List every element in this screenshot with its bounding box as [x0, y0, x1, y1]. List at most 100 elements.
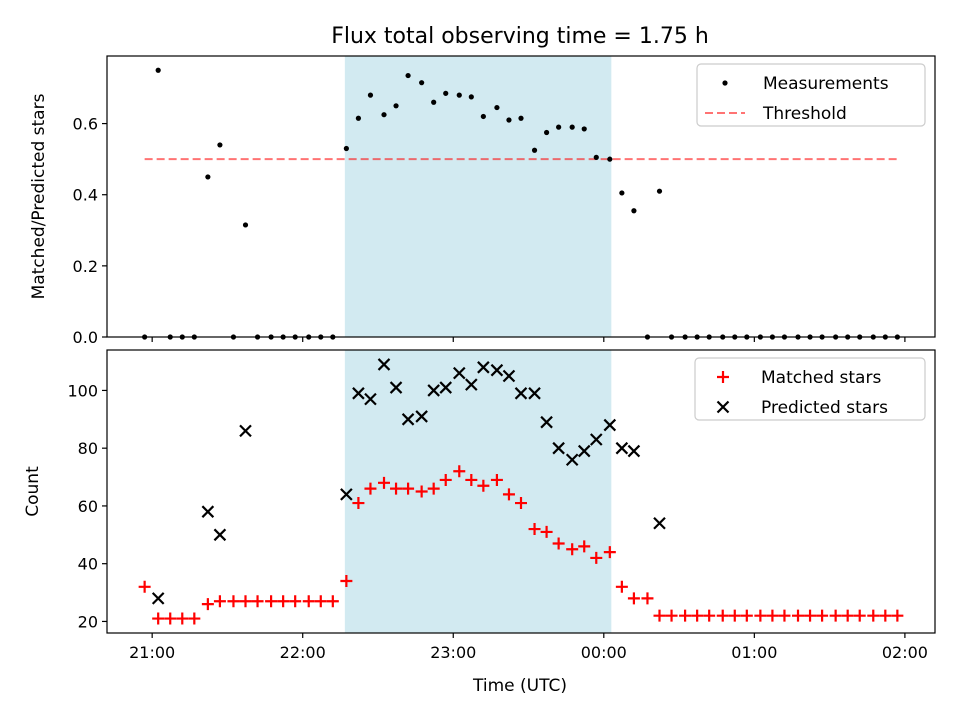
predicted-stars-point [540, 415, 553, 429]
matched-stars-point [816, 609, 829, 622]
predicted-stars-point [415, 410, 428, 423]
measurement-point [581, 126, 587, 132]
matched-stars-point [716, 609, 729, 622]
predicted-stars-point [603, 418, 617, 432]
top-y-tick-label: 0.4 [73, 186, 98, 205]
matched-stars-point [853, 609, 866, 622]
top-y-tick-label: 0.6 [73, 115, 98, 134]
top-series-measurements [142, 67, 900, 340]
legend-box [694, 357, 926, 421]
matched-stars-point [502, 488, 515, 501]
legend-box [696, 63, 926, 127]
matched-stars-point [415, 485, 428, 498]
matched-stars-point [691, 609, 704, 622]
x-tick-label: 21:00 [129, 643, 175, 662]
predicted-stars-point [389, 381, 403, 394]
predicted-stars-point [565, 453, 579, 467]
matched-stars-point [792, 609, 805, 622]
matched-stars-point [615, 580, 628, 593]
measurement-point [569, 124, 575, 130]
x-tick-label: 02:00 [882, 643, 928, 662]
matched-stars-point [251, 595, 264, 608]
measurement-point [531, 147, 538, 153]
predicted-stars-point [401, 413, 415, 426]
matched-stars-point [829, 609, 842, 622]
predicted-stars-point [615, 441, 629, 455]
matched-stars-point [867, 609, 880, 622]
matched-stars-point [879, 609, 892, 622]
x-tick-label: 22:00 [280, 643, 326, 662]
measurement-point [456, 92, 462, 98]
predicted-stars-point [352, 387, 365, 400]
matched-stars-point [453, 465, 466, 478]
legend-label: Measurements [763, 74, 889, 94]
predicted-stars-point [213, 528, 227, 542]
bottom-y-axis-label: Count [23, 466, 43, 517]
legend-marker-measurements [722, 80, 728, 86]
matched-stars-point [804, 609, 817, 622]
bottom-axes-frame [106, 349, 936, 634]
measurement-point [405, 72, 411, 79]
matched-stars-point [566, 543, 579, 556]
predicted-stars-point [151, 592, 165, 605]
matched-stars-point [728, 609, 741, 622]
measurement-point [242, 222, 249, 228]
predicted-stars-point [427, 384, 440, 397]
matched-stars-point [578, 540, 591, 553]
matched-stars-point [427, 482, 440, 495]
bottom-y-tick-label: 60 [78, 497, 98, 516]
measurement-point [607, 156, 613, 162]
matched-stars-point [665, 609, 678, 622]
matched-stars-point [164, 612, 177, 625]
predicted-stars-point [201, 505, 215, 518]
measurement-point [468, 94, 474, 100]
predicted-stars-point [552, 441, 565, 455]
matched-stars-point [891, 609, 904, 622]
matched-stars-point [326, 595, 339, 608]
bottom-panel: 20 40 60 80 100 21:00 22:00 23:00 00:00 01:00 02:0… [23, 349, 936, 662]
top-axes-frame [106, 55, 936, 338]
matched-stars-point [138, 580, 151, 593]
predicted-stars-point [465, 378, 478, 391]
matched-stars-point [265, 595, 278, 608]
predicted-stars-point [490, 363, 504, 377]
matched-stars-point [515, 497, 527, 510]
matched-stars-point [239, 595, 252, 608]
measurement-point [480, 113, 486, 120]
matched-stars-point [477, 479, 490, 492]
top-observing-window-shade [344, 56, 612, 337]
bottom-y-tick-label: 20 [78, 612, 98, 631]
predicted-stars-point [377, 358, 391, 371]
top-legend: Measurements Threshold [696, 63, 926, 127]
measurement-point [443, 90, 449, 96]
measurement-point [656, 188, 663, 194]
matched-stars-point [528, 523, 541, 536]
x-tick-label: 00:00 [581, 643, 627, 662]
measurement-point [367, 92, 374, 98]
legend-marker-predicted [716, 400, 730, 414]
matched-stars-point [402, 482, 415, 495]
matched-stars-point [378, 476, 391, 489]
top-panel: 0.0 0.2 0.4 0.6 Matched/Predicted stars Measu… [29, 55, 936, 347]
matched-stars-point [778, 609, 791, 622]
matched-stars-point [703, 609, 716, 622]
measurement-point [506, 117, 512, 123]
matched-stars-point [754, 609, 767, 622]
measurement-point [355, 115, 362, 121]
matched-stars-point [201, 598, 214, 611]
matched-stars-point [679, 609, 692, 622]
predicted-stars-point [452, 366, 466, 380]
measurement-point [431, 99, 437, 105]
measurement-point [381, 112, 387, 118]
predicted-stars-point [514, 387, 528, 400]
legend-label: Threshold [762, 104, 847, 124]
bottom-observing-window-shade [344, 350, 612, 633]
predicted-stars-point [239, 424, 252, 438]
matched-stars-point [439, 473, 452, 486]
matched-stars-point [490, 473, 503, 486]
matched-stars-point [841, 609, 854, 622]
predicted-stars-point [340, 488, 353, 501]
top-y-tick-label: 0.0 [73, 328, 98, 347]
matched-stars-point [176, 612, 189, 625]
